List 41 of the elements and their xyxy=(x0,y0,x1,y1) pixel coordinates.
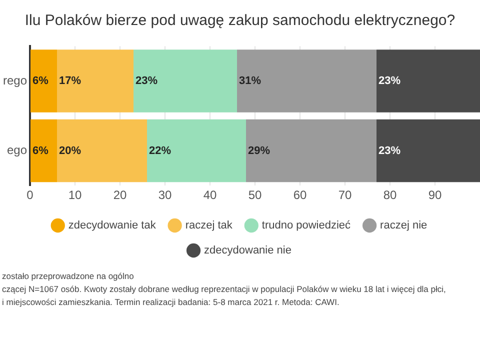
x-tick-label: 10 xyxy=(68,188,82,202)
data-label: 22% xyxy=(149,144,172,157)
bar xyxy=(237,50,377,112)
x-tick-label: 70 xyxy=(338,188,352,202)
chart-title: Ilu Polaków bierze pod uwagę zakup samochodu elektrycznego? xyxy=(24,12,456,31)
bar xyxy=(376,119,480,182)
data-label: 6% xyxy=(32,144,49,157)
bar xyxy=(30,119,58,182)
legend-label: raczej nie xyxy=(380,220,428,232)
legend-label: trudno powiedzieć xyxy=(262,220,352,232)
y-tick-label: ego xyxy=(6,143,28,158)
y-tick-label: rego xyxy=(2,73,28,88)
data-label: 17% xyxy=(59,75,82,88)
bar xyxy=(246,119,377,182)
bar xyxy=(57,50,134,112)
data-label: 23% xyxy=(378,144,401,157)
data-label: 31% xyxy=(239,75,262,88)
x-tick-label: 60 xyxy=(293,188,307,202)
x-tick-label: 80 xyxy=(383,188,397,202)
data-label: 23% xyxy=(136,75,158,88)
bar xyxy=(57,119,148,182)
x-tick-label: 90 xyxy=(428,188,442,202)
text: czącej N=1067 osób. Kwoty zostały dobrane według reprezentacji w populacji Polaków w wieku 18 lat i więcej dla płci, xyxy=(2,283,447,296)
bar xyxy=(134,50,238,112)
x-tick-label: 20 xyxy=(113,188,128,202)
legend-label: zdecydowanie nie xyxy=(204,244,292,257)
data-label: 6% xyxy=(32,75,49,88)
bar xyxy=(376,50,480,112)
text: zostało przeprowadzone na ogólno xyxy=(2,270,135,283)
x-tick-label: 40 xyxy=(203,188,218,202)
legend-label: zdecydowanie tak xyxy=(68,220,156,232)
x-tick-label: 30 xyxy=(158,188,172,202)
text: i miejscowości zamieszkania. Termin realizacji badania: 5-8 marca 2021 r. Metoda: CAWI. xyxy=(2,296,340,309)
data-label: 29% xyxy=(248,144,270,157)
legend-label: raczej tak xyxy=(185,220,233,232)
x-tick-label: 0 xyxy=(26,188,34,202)
x-tick-label: 50 xyxy=(248,188,262,202)
bar xyxy=(147,119,246,182)
data-label: 23% xyxy=(378,75,401,88)
bar xyxy=(30,50,58,112)
data-label: 20% xyxy=(59,144,82,157)
